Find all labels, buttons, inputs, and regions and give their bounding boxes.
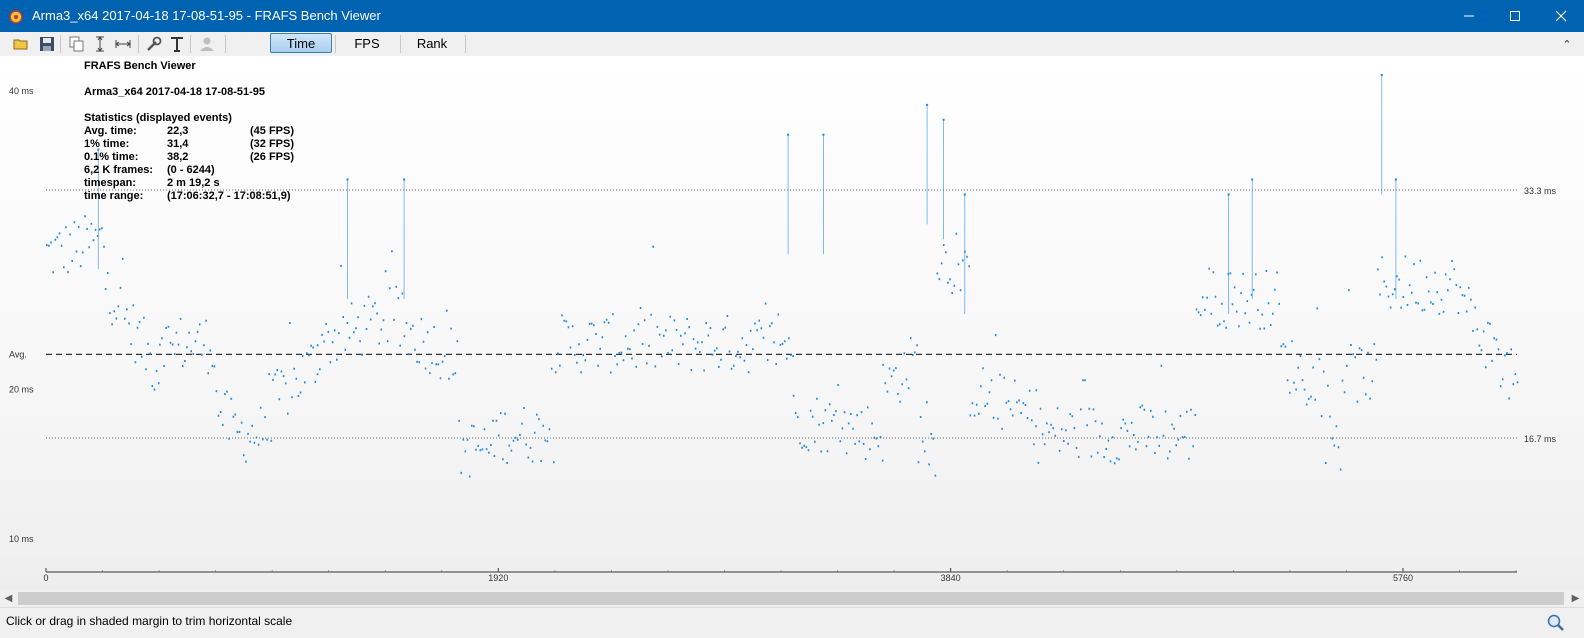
stat-value: 38,2 bbox=[167, 151, 189, 163]
spike-point bbox=[346, 178, 349, 181]
tab-time[interactable]: Time bbox=[270, 33, 332, 53]
spike-point bbox=[1227, 193, 1230, 196]
scroll-thumb[interactable] bbox=[18, 592, 1564, 605]
stat-extra: (32 FPS) bbox=[250, 138, 295, 150]
spike-point bbox=[97, 148, 100, 151]
fit-horizontal-icon[interactable] bbox=[114, 35, 132, 53]
close-button[interactable] bbox=[1538, 0, 1584, 32]
stat-label: time range: bbox=[84, 190, 144, 202]
stat-extra: (45 FPS) bbox=[250, 125, 295, 137]
spike-point bbox=[1251, 178, 1254, 181]
copy-icon[interactable] bbox=[68, 35, 86, 53]
minimize-button[interactable] bbox=[1446, 0, 1492, 32]
app-icon bbox=[9, 10, 23, 24]
tab-time-label: Time bbox=[286, 35, 316, 51]
minimize-icon bbox=[1464, 15, 1474, 17]
spike-point bbox=[1380, 73, 1383, 76]
save-icon[interactable] bbox=[38, 35, 56, 53]
status-message: Click or drag in shaded margin to trim h… bbox=[6, 614, 293, 628]
stat-label: 6,2 K frames: bbox=[84, 164, 154, 176]
maximize-button[interactable] bbox=[1492, 0, 1538, 32]
stat-value: 2 m 19,2 s bbox=[167, 177, 220, 189]
stat-label: 1% time: bbox=[84, 138, 130, 150]
stat-extra: (26 FPS) bbox=[250, 151, 295, 163]
settings-wrench-icon[interactable] bbox=[145, 35, 163, 53]
chevron-up-icon[interactable]: ⌃ bbox=[1562, 38, 1572, 51]
tab-rank-label: Rank bbox=[416, 35, 448, 51]
window-title: Arma3_x64 2017-04-18 17-08-51-95 - FRAFS… bbox=[32, 8, 381, 23]
x-tick-label: 5760 bbox=[1393, 573, 1413, 583]
info-file-name: Arma3_x64 2017-04-18 17-08-51-95 bbox=[84, 86, 266, 98]
reference-line-label: 16.7 ms bbox=[1524, 434, 1557, 444]
tab-rank[interactable]: Rank bbox=[401, 33, 463, 53]
title-bar: Arma3_x64 2017-04-18 17-08-51-95 - FRAFS… bbox=[0, 0, 1584, 32]
user-icon[interactable] bbox=[198, 35, 216, 53]
zoom-icon[interactable] bbox=[1546, 613, 1566, 633]
stat-value: (17:06:32,7 - 17:08:51,9) bbox=[167, 190, 291, 202]
scroll-left-icon[interactable]: ◀ bbox=[4, 593, 13, 604]
stat-value: 22,3 bbox=[167, 125, 189, 137]
stat-value: (0 - 6244) bbox=[167, 164, 215, 176]
spike-point bbox=[403, 178, 406, 181]
fit-vertical-icon[interactable] bbox=[91, 35, 109, 53]
maximize-icon bbox=[1510, 11, 1520, 21]
text-icon[interactable] bbox=[168, 35, 186, 53]
tab-fps[interactable]: FPS bbox=[336, 33, 398, 53]
spike-point bbox=[1394, 178, 1397, 181]
stat-label: Avg. time: bbox=[84, 125, 137, 137]
spike-point bbox=[942, 118, 945, 121]
spike-point bbox=[787, 133, 790, 136]
toolbar: Time FPS Rank ⌃ bbox=[0, 32, 1584, 57]
spike-point bbox=[963, 193, 966, 196]
x-tick-label: 3840 bbox=[941, 573, 961, 583]
y-tick-label: 20 ms bbox=[9, 385, 34, 395]
x-tick-label: 1920 bbox=[488, 573, 508, 583]
stat-label: 0.1% time: bbox=[84, 151, 139, 163]
info-app-name: FRAFS Bench Viewer bbox=[84, 60, 196, 72]
info-stats-header: Statistics (displayed events) bbox=[84, 112, 232, 124]
reference-line-label: Avg. bbox=[9, 349, 27, 359]
stat-value: 31,4 bbox=[167, 138, 189, 150]
spike-point bbox=[926, 103, 929, 106]
close-icon bbox=[1555, 10, 1567, 22]
spike-point bbox=[822, 133, 825, 136]
x-tick-label: 0 bbox=[43, 573, 48, 583]
reference-line-label: 33.3 ms bbox=[1524, 186, 1557, 196]
frame-time-plot[interactable]: 40 ms 20 ms 10 ms 33.3 ms Avg. 16.7 ms 0 1920 38… bbox=[0, 56, 1584, 590]
scroll-right-icon[interactable]: ▶ bbox=[1571, 593, 1580, 604]
open-folder-icon[interactable] bbox=[12, 35, 30, 53]
horizontal-scrollbar[interactable]: ◀ ▶ bbox=[0, 590, 1584, 607]
stat-label: timespan: bbox=[84, 177, 136, 189]
tab-fps-label: FPS bbox=[354, 35, 380, 51]
chart-area[interactable]: 40 ms 20 ms 10 ms 33.3 ms Avg. 16.7 ms 0 1920 38… bbox=[0, 56, 1584, 590]
y-tick-label: 10 ms bbox=[9, 534, 34, 544]
y-tick-label: 40 ms bbox=[9, 86, 34, 96]
status-bar: Click or drag in shaded margin to trim h… bbox=[0, 607, 1584, 638]
